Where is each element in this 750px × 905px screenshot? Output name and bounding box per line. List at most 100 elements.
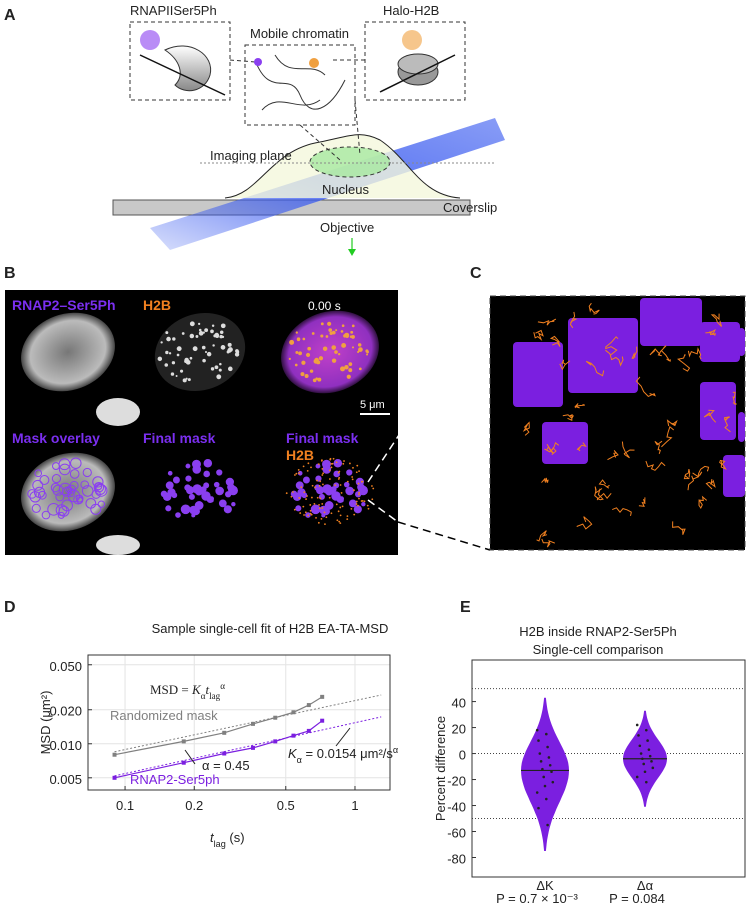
mask-region [513,342,563,407]
speckle [343,334,347,338]
image-label: H2B [286,447,314,463]
track-dot [371,498,374,501]
track-dot [331,462,334,465]
track-dot [338,476,341,479]
mask-blob [295,505,302,512]
track-dot [309,512,312,515]
speckle [202,331,205,334]
x-tick-label: 0.5 [277,798,295,813]
data-point [320,718,325,723]
speckle [206,351,212,357]
mask-blob [192,465,202,474]
speckle [185,359,191,365]
data-line [114,696,323,756]
track [677,354,691,372]
speckle [195,335,199,338]
chromatin [254,54,346,111]
y-tick-label: 0.010 [49,738,82,753]
glow [402,30,422,50]
data-point [542,775,545,779]
arrow-head [348,249,356,256]
speckle [189,321,195,327]
speckle [211,324,215,327]
track-dot [322,472,325,475]
speckle [337,352,341,356]
mask-outline [93,481,105,493]
track-dot [303,514,305,516]
p-label: P = 0.7 × 10⁻³ [496,891,578,905]
mask-blob [175,512,181,518]
track-dot [363,500,366,503]
track-dot [351,478,354,481]
data-point [645,780,648,784]
track [574,403,585,409]
mask-blob [172,476,180,484]
track-dot [330,463,333,465]
speckle [182,378,187,383]
track [683,468,691,480]
speckle [318,356,324,361]
speckle [358,347,363,352]
track-dot [339,522,342,525]
mask-outline [39,475,50,485]
data-point [535,791,539,794]
track-dot [311,496,313,499]
cell-image [96,398,140,426]
mask-blob [213,481,220,488]
mask-blob [203,470,210,478]
track [605,349,624,367]
zoom-line [397,521,491,551]
track [710,313,722,327]
track-dot [328,469,331,472]
track-dot [367,507,370,510]
panel-label: B [4,265,16,282]
y-tick-label: 0.050 [49,659,82,674]
mask-blob [361,502,366,507]
track-dot [358,491,360,494]
track-dot [350,507,353,510]
track-dot [293,474,296,476]
mask-blob [310,504,321,515]
y-tick-label: 20 [452,722,466,737]
mask-outline [92,476,104,488]
y-tick-label: -80 [447,852,466,867]
connector [354,99,361,156]
x-tick-label: 1 [351,798,358,813]
data-point [643,770,647,774]
track-dot [321,507,324,509]
speckle [344,365,349,370]
data-point [546,745,549,749]
track-dot [328,496,331,499]
track-dot [321,474,324,476]
speckle [351,346,355,349]
track-dot [309,509,312,512]
track-dot [337,471,340,474]
track-dot [318,507,321,510]
data-point [545,732,548,736]
speckle [179,369,184,373]
speckle [295,351,299,354]
inset-label: Mobile chromatin [250,26,349,41]
track [559,359,571,371]
mask-blob [302,476,310,484]
mask-blob [191,513,196,518]
y-tick-label: 0.020 [49,704,82,719]
track-dot [334,484,337,486]
series-label: RNAP2-Ser5ph [130,772,220,787]
mask-blob [321,507,330,516]
data-point [537,739,540,742]
track-dot [313,503,316,505]
track [705,479,716,490]
data-point [551,780,555,784]
track [522,421,530,436]
speckle [227,342,232,347]
speckle [335,329,338,332]
mask-blob [346,469,353,476]
speckle [234,352,240,357]
y-tick-label: 0 [459,748,466,763]
track-dot [304,511,307,514]
track [585,360,605,377]
speckle [289,339,295,345]
speckle [168,352,172,355]
zoom-line [367,296,491,483]
